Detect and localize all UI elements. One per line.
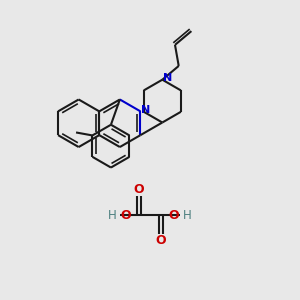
Text: H: H: [183, 209, 192, 222]
Text: N: N: [163, 73, 172, 83]
Text: H: H: [108, 209, 117, 222]
Text: N: N: [141, 105, 150, 115]
Text: O: O: [121, 209, 131, 222]
Text: O: O: [134, 183, 144, 196]
Text: O: O: [156, 234, 167, 248]
Text: O: O: [169, 209, 179, 222]
